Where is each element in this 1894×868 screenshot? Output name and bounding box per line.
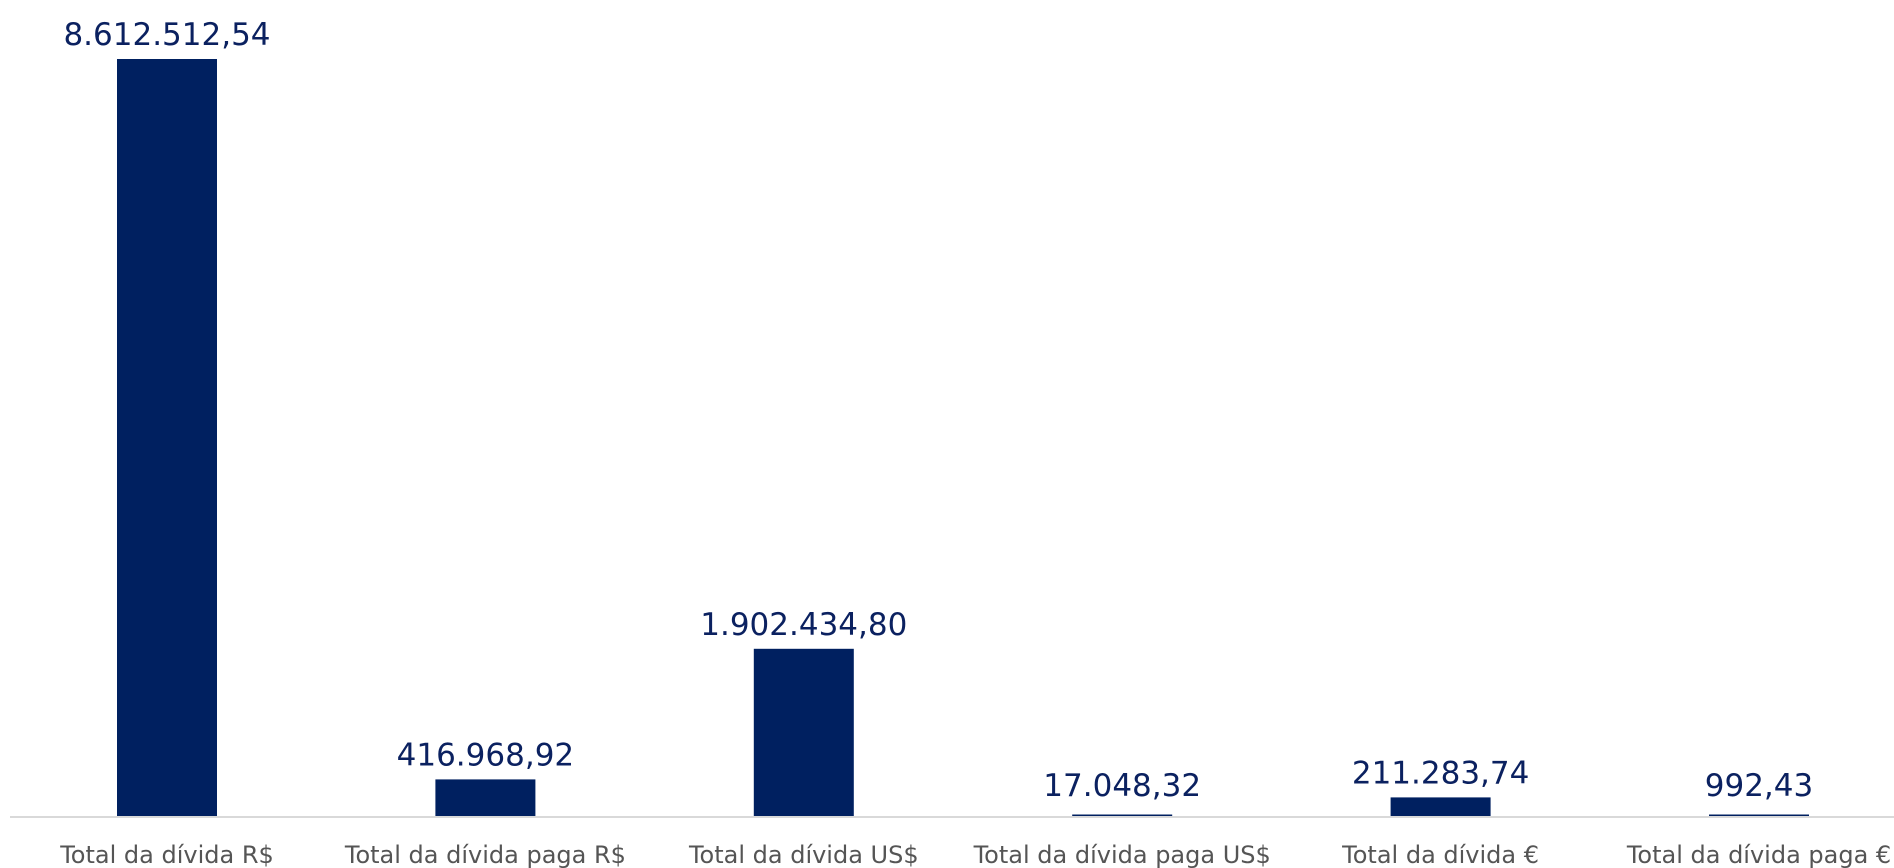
- x-tick-label: Total da dívida paga R$: [344, 841, 626, 868]
- x-tick-label: Total da dívida paga US$: [973, 841, 1271, 868]
- data-label: 416.968,92: [397, 737, 575, 773]
- bar: [753, 648, 854, 816]
- x-tick-label: Total da dívida €: [1341, 841, 1539, 868]
- bar: [435, 779, 536, 816]
- bar: [1072, 814, 1173, 816]
- data-label: 17.048,32: [1043, 768, 1201, 804]
- bar: [1390, 797, 1491, 816]
- x-tick-label: Total da dívida paga €: [1626, 841, 1891, 868]
- bar: [117, 59, 217, 816]
- data-label: 992,43: [1705, 768, 1813, 804]
- category-labels-group: Total da dívida R$ Total da dívida paga R…: [59, 841, 1891, 868]
- value-labels-group: 8.612.512,54 416.968,92 1.902.434,80 17.048…: [63, 17, 1813, 804]
- bar: [1709, 814, 1809, 816]
- data-label: 1.902.434,80: [700, 607, 907, 643]
- data-label: 211.283,74: [1352, 755, 1530, 791]
- bars-group: [117, 59, 1809, 816]
- x-tick-label: Total da dívida US$: [688, 841, 919, 868]
- data-label: 8.612.512,54: [63, 17, 270, 53]
- x-tick-label: Total da dívida R$: [59, 841, 274, 868]
